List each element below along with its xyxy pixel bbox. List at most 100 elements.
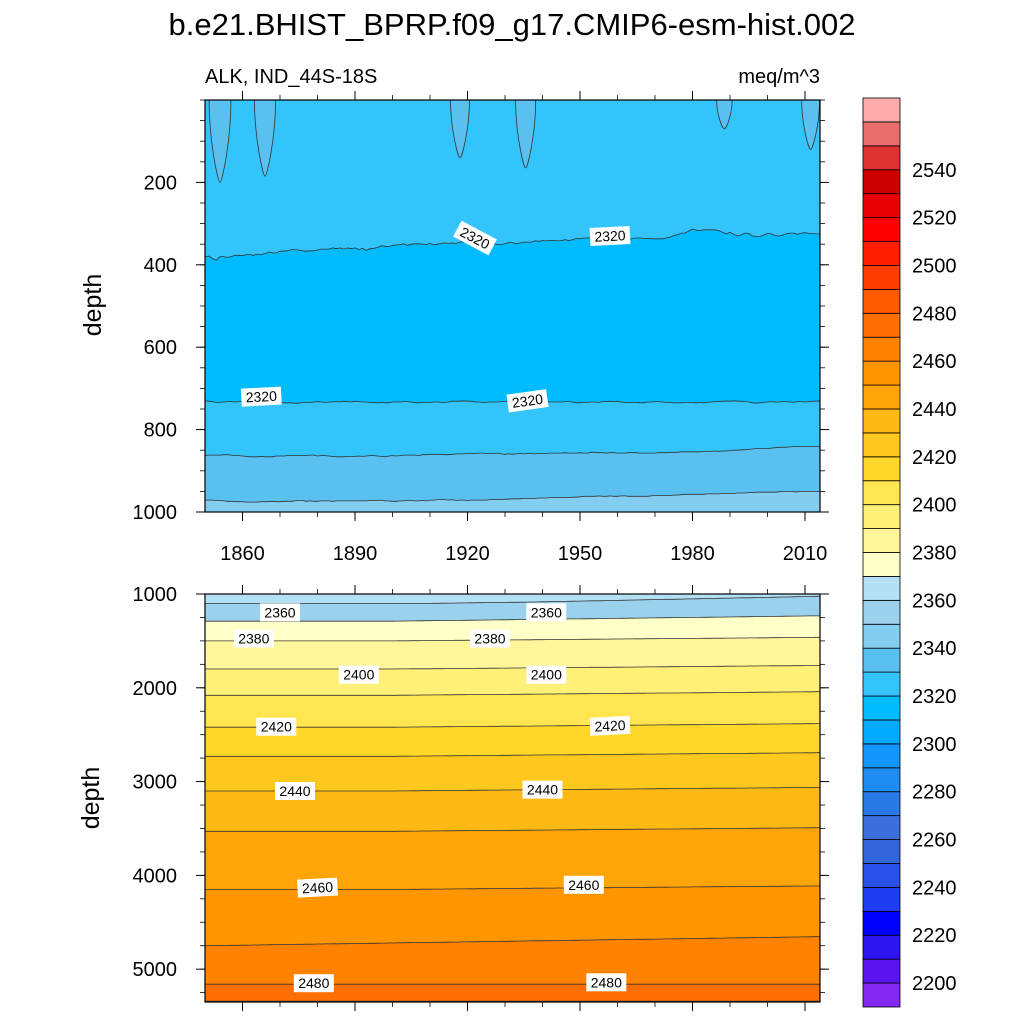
contour-label-box xyxy=(506,389,549,413)
colorbar-label-2420: 2420 xyxy=(912,447,957,469)
contour-label-lower-3: 2380 xyxy=(470,629,510,648)
colorbar-label-2320: 2320 xyxy=(912,686,957,708)
contour-label-lower-12: 2480 xyxy=(293,974,334,993)
colorbar-box-11 xyxy=(862,719,901,745)
colorbar-box-21 xyxy=(862,480,901,506)
contour-label-box xyxy=(526,603,567,622)
contour-line-lower-7 xyxy=(205,752,820,757)
contour-label-text: 2480 xyxy=(591,974,622,990)
colorbar-box-9 xyxy=(862,767,901,793)
colorbar-box-25 xyxy=(862,384,901,410)
colorbar-box-10 xyxy=(862,743,901,769)
contour-label-box xyxy=(338,665,379,684)
contour-label-text: 2320 xyxy=(594,227,626,245)
contour-label-box xyxy=(260,603,300,622)
contour-label-lower-6: 2420 xyxy=(256,717,297,736)
colorbar-label-2200: 2200 xyxy=(912,973,957,995)
contour-label-lower-8: 2440 xyxy=(275,782,315,800)
contour-label-upper-1: 2320 xyxy=(589,225,631,247)
colorbar-box-33 xyxy=(862,193,901,218)
colorbar-box-12 xyxy=(862,695,901,721)
contour-line-lower-4 xyxy=(205,665,820,670)
contour-label-lower-13: 2480 xyxy=(586,973,627,992)
contour-band-lower-12 xyxy=(205,984,820,1002)
contour-label-lower-10: 2460 xyxy=(297,877,338,898)
colorbar-box-36 xyxy=(862,121,901,147)
colorbar-box-16 xyxy=(862,599,901,625)
contour-label-box xyxy=(275,782,315,800)
x-tick-label-2010: 2010 xyxy=(783,543,828,565)
colorbar-label-2480: 2480 xyxy=(912,303,957,325)
contour-label-lower-7: 2420 xyxy=(589,715,631,736)
y-tick-label-200: 200 xyxy=(144,172,177,194)
upper-y-axis-title: depth xyxy=(79,274,107,337)
contour-label-text: 2320 xyxy=(511,391,544,411)
colorbar-box-23 xyxy=(862,432,901,458)
colorbar-label-2520: 2520 xyxy=(912,208,957,230)
contour-label-box xyxy=(586,973,627,992)
y-tick-label-5000: 5000 xyxy=(133,959,178,981)
contour-label-text: 2380 xyxy=(238,631,269,647)
y-tick-label-800: 800 xyxy=(144,420,177,442)
contour-label-text: 2320 xyxy=(245,388,277,406)
upper-panel: 2320 2320 2320 2320 200 400 600 800 1000 xyxy=(133,91,829,524)
colorbar-box-19 xyxy=(862,528,901,553)
colorbar-box-31 xyxy=(862,241,901,266)
lower-panel: 2360 2360 2380 2380 2400 2400 2420 2420 2440 2440… xyxy=(133,584,829,1011)
y-tick-label-1000: 1000 xyxy=(133,502,178,524)
colorbar-box-7 xyxy=(862,815,901,840)
contour-line-lower-3 xyxy=(205,636,820,642)
colorbar-box-34 xyxy=(862,169,901,195)
colorbar-label-2380: 2380 xyxy=(912,543,957,565)
colorbar-label-2260: 2260 xyxy=(912,830,957,852)
contour-label-lower-11: 2460 xyxy=(563,875,604,894)
contour-label-box xyxy=(522,780,563,799)
colorbar-box-1 xyxy=(862,958,901,984)
contour-label-lower-4: 2400 xyxy=(338,665,379,684)
colorbar-box-14 xyxy=(862,647,901,673)
contour-label-lower-1: 2360 xyxy=(526,603,567,622)
contour-label-upper-2: 2320 xyxy=(240,386,282,407)
x-tick-label-1920: 1920 xyxy=(445,543,490,565)
contour-line-upper-1 xyxy=(205,228,820,261)
contour-label-text: 2480 xyxy=(298,975,329,991)
contour-label-lower-9: 2440 xyxy=(522,780,563,799)
contour-label-upper-3: 2320 xyxy=(506,389,549,413)
colorbar-label-2500: 2500 xyxy=(912,255,957,277)
colorbar-box-30 xyxy=(862,265,901,290)
colorbar-box-8 xyxy=(862,791,901,817)
contour-label-text: 2420 xyxy=(594,717,626,735)
colorbar-box-37 xyxy=(862,97,901,123)
contour-label-box xyxy=(589,225,631,247)
colorbar-box-5 xyxy=(862,863,901,888)
contour-label-text: 2460 xyxy=(568,877,599,893)
y-tick-label-600: 600 xyxy=(144,337,177,359)
contour-plume-5 xyxy=(801,100,820,150)
chart-title: b.e21.BHIST_BPRP.f09_g17.CMIP6-esm-hist.… xyxy=(169,7,856,42)
contour-label-text: 2400 xyxy=(531,667,562,683)
colorbar-box-27 xyxy=(862,336,901,362)
colorbar-box-22 xyxy=(862,456,901,482)
x-tick-label-1980: 1980 xyxy=(670,543,715,565)
contour-label-box xyxy=(563,875,604,894)
colorbar-box-0 xyxy=(862,982,901,1008)
contour-label-box xyxy=(233,629,274,648)
contour-plume-0 xyxy=(208,100,232,183)
contour-label-box xyxy=(256,717,297,736)
colorbar-box-17 xyxy=(862,576,901,601)
colorbar-label-2220: 2220 xyxy=(912,925,957,947)
colorbar-box-2 xyxy=(862,934,901,960)
colorbar-box-18 xyxy=(862,552,901,577)
contour-line-upper-3 xyxy=(205,446,820,458)
colorbar-label-2240: 2240 xyxy=(912,877,957,899)
colorbar-label-2540: 2540 xyxy=(912,160,957,182)
contour-label-box xyxy=(470,629,510,648)
colorbar-label-2440: 2440 xyxy=(912,399,957,421)
contour-band-upper-4 xyxy=(205,491,820,512)
colorbar-label-2460: 2460 xyxy=(912,351,957,373)
colorbar-box-35 xyxy=(862,145,901,171)
contour-label-box xyxy=(526,665,567,684)
contour-line-lower-1 xyxy=(205,595,820,604)
contour-label-box xyxy=(297,877,338,898)
